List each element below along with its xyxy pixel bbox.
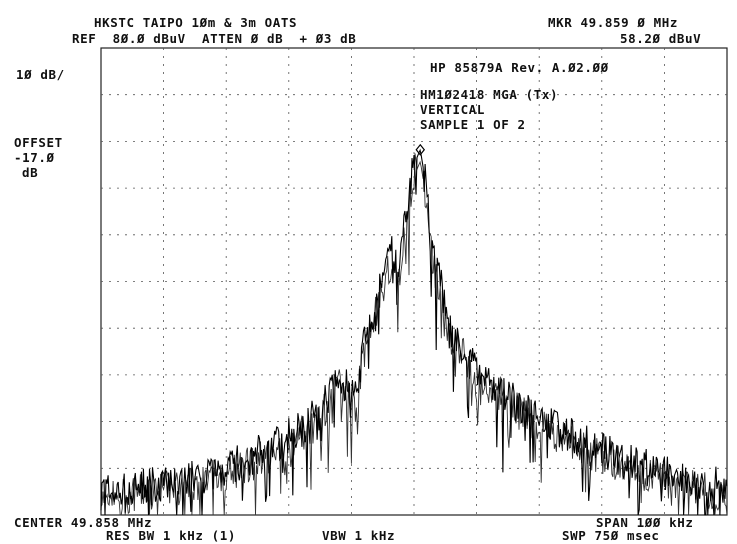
trace-layer <box>100 148 728 516</box>
sweep-time: SWP 75Ø msec <box>562 528 660 543</box>
graticule <box>100 47 728 516</box>
center-frequency: CENTER 49.858 MHz <box>14 515 153 530</box>
marker-level: 58.2Ø dBuV <box>620 31 702 46</box>
vertical-scale: 1Ø dB/ <box>16 67 65 82</box>
chart-title: HKSTC TAIPO 1Øm & 3m OATS <box>94 15 298 30</box>
sample-annotation: SAMPLE 1 OF 2 <box>420 117 526 132</box>
offset-label: OFFSET <box>14 135 63 150</box>
polarization-annotation: VERTICAL <box>420 102 486 117</box>
spectrum-trace <box>100 148 728 516</box>
offset-value: -17.Ø <box>14 150 55 165</box>
resolution-bandwidth: RES BW 1 kHz (1) <box>106 528 237 543</box>
marker-frequency: MKR 49.859 Ø MHz <box>548 15 679 30</box>
frequency-span: SPAN 1ØØ kHz <box>596 515 694 530</box>
video-bandwidth: VBW 1 kHz <box>322 528 396 543</box>
spectrum-trace-secondary <box>100 153 728 516</box>
reference-level-line: REF 8Ø.Ø dBuV ATTEN Ø dB + Ø3 dB <box>72 31 357 46</box>
offset-unit: dB <box>22 165 39 180</box>
marker-diamond <box>415 143 426 156</box>
marker-layer <box>415 143 426 156</box>
instrument-annotation: HP 85879A Rev. A.Ø2.ØØ <box>430 60 609 75</box>
